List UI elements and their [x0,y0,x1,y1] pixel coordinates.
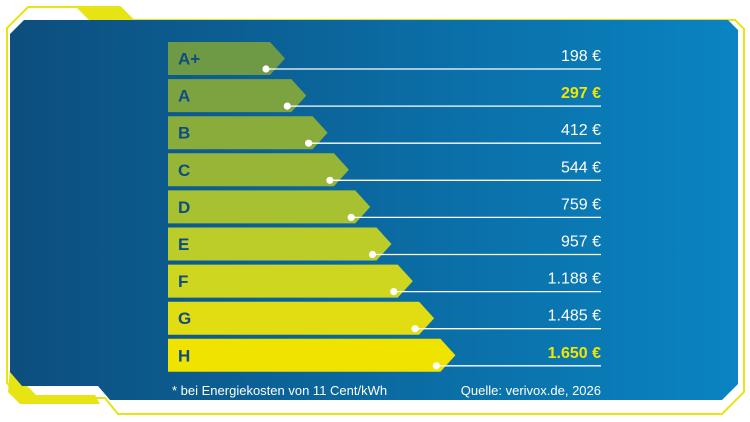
footnote: * bei Energiekosten von 11 Cent/kWh [172,383,387,398]
bars-layer: A+ 198 € A 297 € B 412 € C 544 € D 759 € E 957 € F 1.… [168,42,601,372]
source-note: Quelle: verivox.de, 2026 [461,383,601,398]
value-label-a-plus: 198 € [561,48,601,65]
bar-label-e: E [178,235,189,254]
bar-b [168,116,328,150]
leader-dot [432,362,440,370]
bar-label-b: B [178,124,190,143]
bar-a [168,79,307,113]
value-label-f: 1.188 € [548,271,601,288]
bar-label-f: F [178,272,188,291]
bar-e [168,227,392,261]
bar-label-a-plus: A+ [178,50,200,69]
leader-dot [283,102,291,110]
bar-a-plus [168,42,285,75]
value-label-g: 1.485 € [548,308,601,325]
value-label-c: 544 € [561,159,601,176]
value-label-e: 957 € [561,234,601,251]
frame-accent-bottom [8,368,100,404]
leader-dot [411,325,419,333]
bar-f [168,264,413,298]
value-label-a: 297 € [561,85,601,102]
bar-c [168,153,349,187]
value-label-b: 412 € [561,122,601,139]
bar-label-d: D [178,198,190,217]
value-label-d: 759 € [561,196,601,213]
value-label-h: 1.650 € [548,345,601,362]
bar-label-h: H [178,346,190,365]
frame-accent-top [76,7,134,21]
bar-label-g: G [178,309,191,328]
leader-dot [368,250,377,259]
leader-dot [326,176,334,184]
bar-g [168,301,435,335]
leader-dot [262,65,270,73]
bar-h [168,338,456,372]
leader-dot [305,139,313,147]
bar-label-c: C [178,161,190,180]
leader-dot [347,213,355,221]
leader-dot [390,288,398,296]
bar-d [168,190,371,224]
bar-label-a: A [178,87,190,106]
